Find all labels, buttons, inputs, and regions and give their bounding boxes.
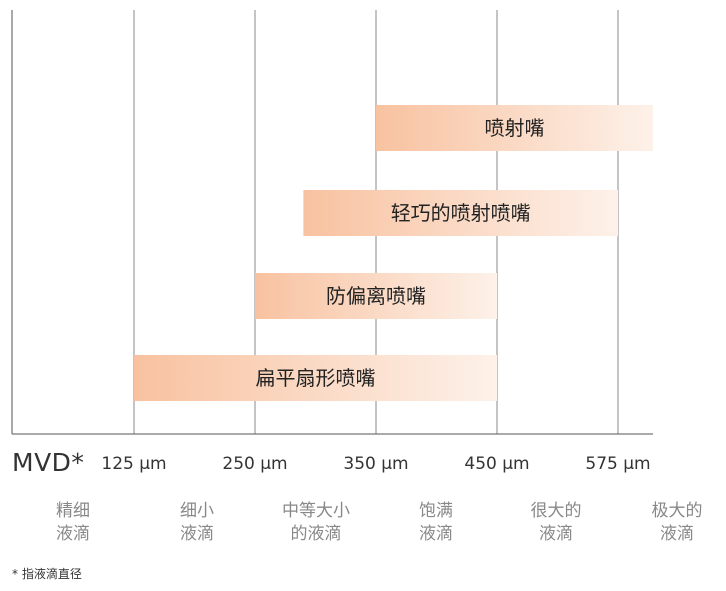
bar: 防偏离喷嘴 [255,273,497,319]
droplet-category-label: 极大的 液滴 [632,500,722,546]
bar: 喷射嘴 [376,105,653,151]
bar-label: 防偏离喷嘴 [326,284,426,308]
bar-range [134,355,497,401]
droplet-category-label: 饱满 液滴 [391,500,481,546]
bar-label: 扁平扇形喷嘴 [256,366,376,390]
category-line: 液滴 [56,524,90,544]
x-tick-label: 125 µm [101,454,167,474]
droplet-category-label: 中等大小 的液滴 [271,500,361,546]
category-line: 液滴 [660,524,694,544]
bar-range [303,190,618,236]
category-line: 液滴 [539,524,573,544]
category-line: 液滴 [180,524,214,544]
droplet-category-label: 很大的 液滴 [511,500,601,546]
category-line: 液滴 [419,524,453,544]
bar: 轻巧的喷射喷嘴 [303,190,618,236]
footnote: * 指液滴直径 [12,567,82,581]
droplet-category-label: 细小 液滴 [152,500,242,546]
x-tick-label: 450 µm [464,454,530,474]
category-line: 很大的 [530,501,582,521]
category-line: 细小 [180,501,214,521]
droplet-category-label: 精细 液滴 [28,500,118,546]
x-tick-label: 575 µm [585,454,651,474]
category-line: 极大的 [651,501,703,521]
bar-label: 喷射嘴 [485,116,545,140]
x-tick-label: 350 µm [343,454,409,474]
category-line: 的液滴 [290,524,342,544]
bar-label: 轻巧的喷射喷嘴 [391,201,531,225]
x-tick-label: 250 µm [222,454,288,474]
x-axis-title: MVD* [12,448,85,477]
category-line: 精细 [56,501,90,521]
bar-range [255,273,497,319]
category-line: 中等大小 [282,501,350,521]
category-line: 饱满 [419,501,453,521]
bar-range [376,105,653,151]
bar: 扁平扇形喷嘴 [134,355,497,401]
